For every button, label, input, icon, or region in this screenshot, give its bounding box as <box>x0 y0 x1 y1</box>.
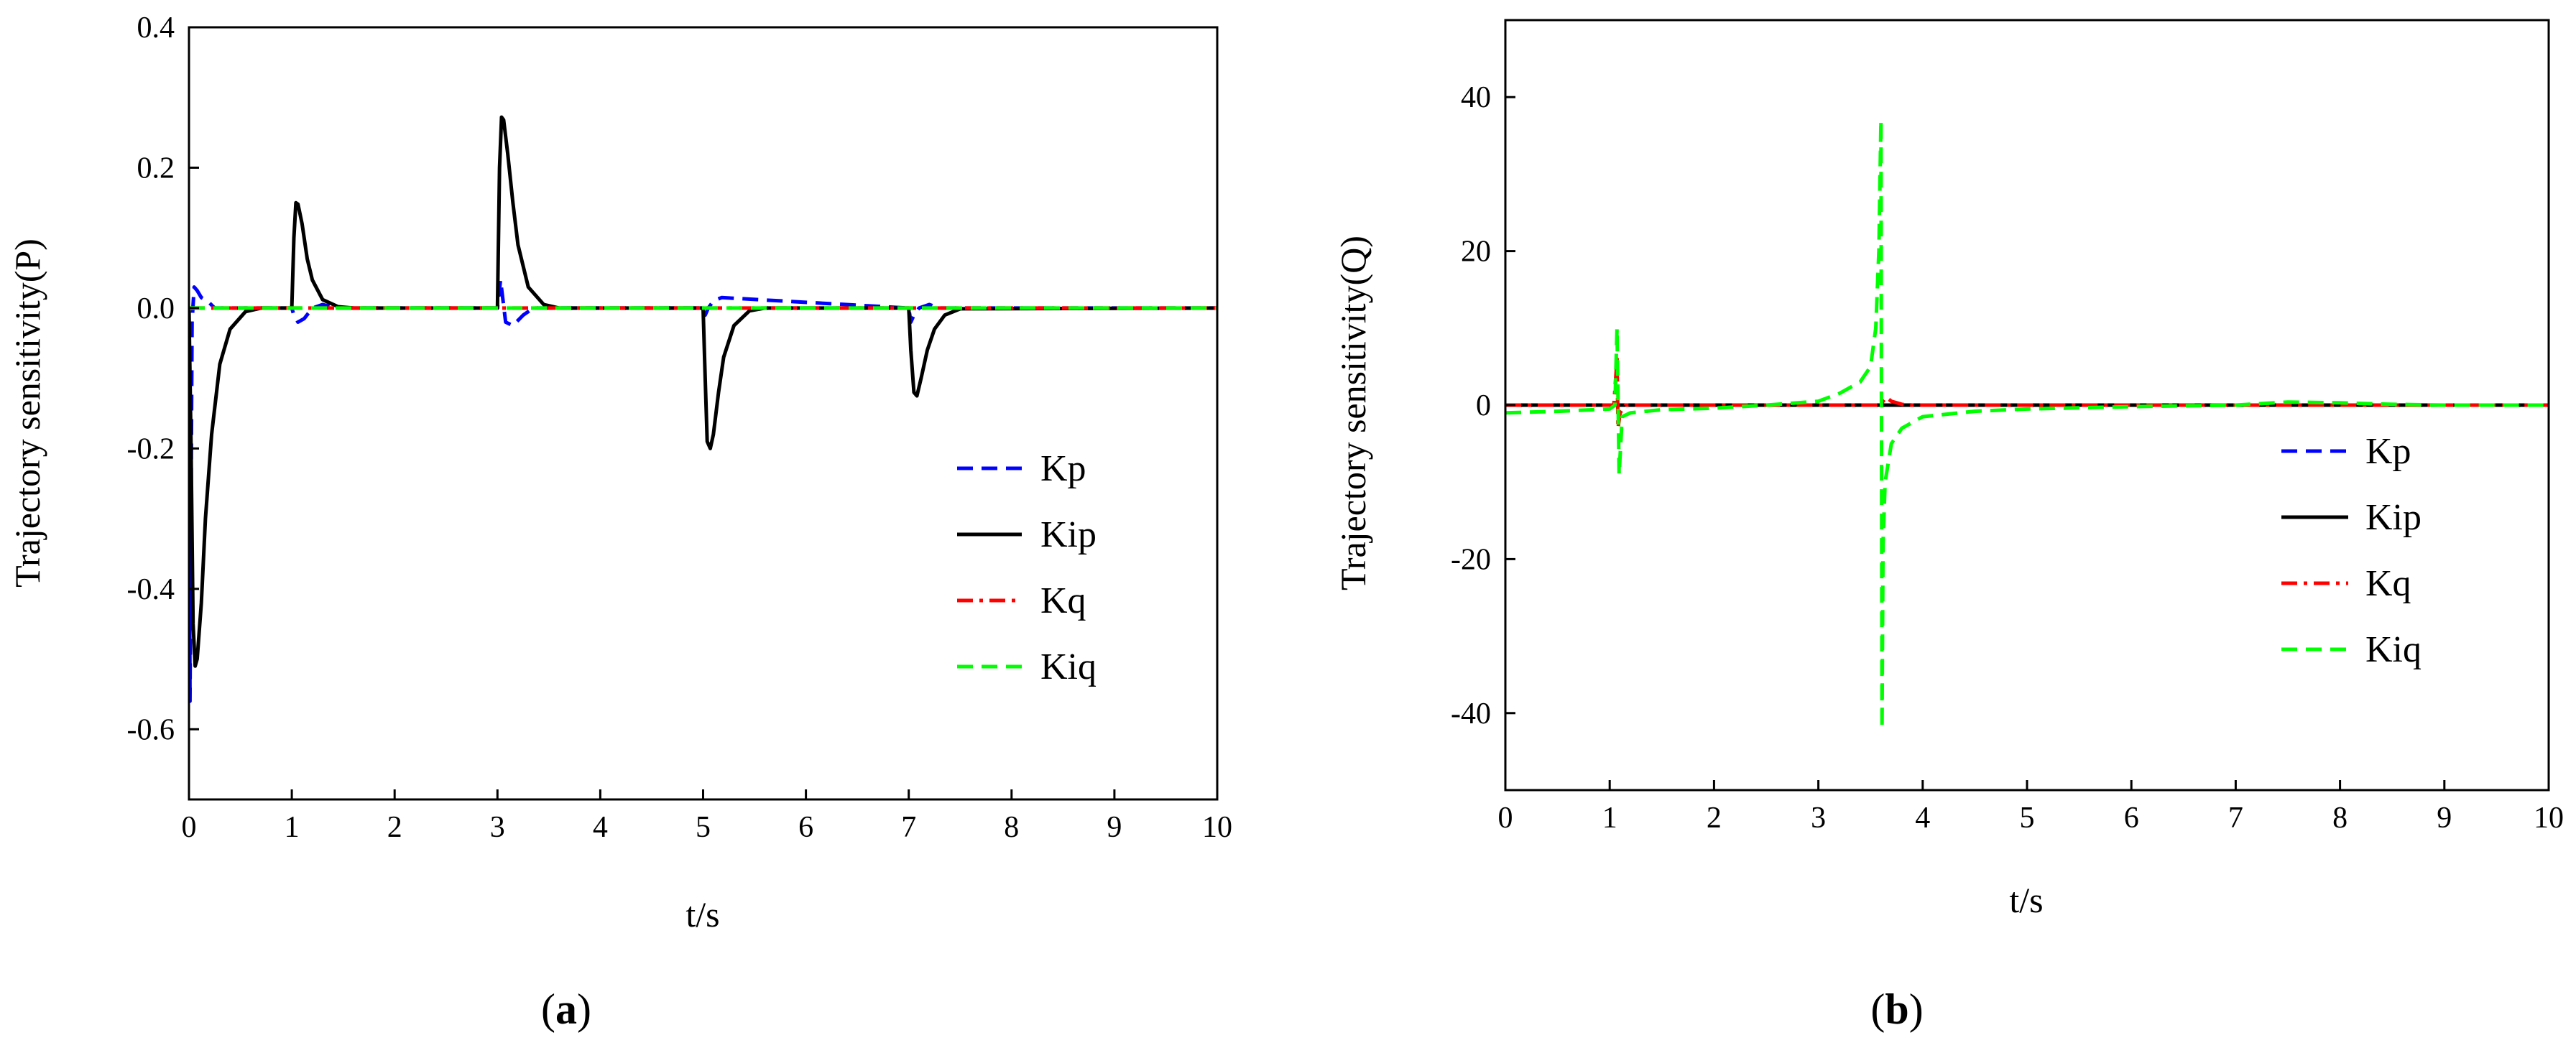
chart-a-x-tick-label: 5 <box>696 811 711 844</box>
chart-b-legend-label-kiq: Kiq <box>2365 629 2422 670</box>
chart-b-legend-label-kq: Kq <box>2365 563 2411 604</box>
chart-a-legend-label-kq: Kq <box>1040 580 1086 621</box>
chart-b-caption-letter: b <box>1885 985 1908 1033</box>
chart-a-x-tick-label: 9 <box>1107 811 1122 844</box>
chart-b-x-tick-label: 3 <box>1811 802 1826 835</box>
chart-a-x-tick-label: 1 <box>285 811 300 844</box>
chart-a-x-tick-label: 7 <box>901 811 916 844</box>
chart-a-legend-label-kip: Kip <box>1040 514 1097 555</box>
chart-b-caption-close: ) <box>1909 985 1924 1033</box>
chart-b-y-tick-label: 20 <box>1461 236 1491 269</box>
chart-b-legend-label-kp: Kp <box>2365 431 2411 472</box>
chart-a-caption: (a) <box>541 985 591 1033</box>
chart-b-series-line-kiq <box>1505 118 2549 730</box>
chart-a-x-tick-label: 2 <box>387 811 402 844</box>
chart-a-legend-label-kp: Kp <box>1040 448 1086 489</box>
chart-b-y-tick-label: -40 <box>1451 697 1491 730</box>
chart-a-x-tick-label: 0 <box>182 811 197 844</box>
chart-b-x-tick-label: 8 <box>2332 802 2348 835</box>
chart-b-x-tick-label: 2 <box>1707 802 1722 835</box>
chart-b-x-tick-label: 10 <box>2534 802 2564 835</box>
chart-b-x-axis-label: t/s <box>2009 880 2043 920</box>
chart-b-x-tick-label: 7 <box>2228 802 2243 835</box>
chart-a-legend: Kp Kip Kq Kiq <box>957 448 1097 687</box>
chart-a-caption-open: ( <box>541 985 555 1033</box>
chart-b-series-group <box>1505 118 2549 730</box>
chart-b-y-axis-label: Trajectory sensitivity(Q) <box>1333 236 1373 590</box>
chart-a-x-tick-label: 6 <box>798 811 813 844</box>
chart-b-legend-label-kip: Kip <box>2365 497 2422 538</box>
chart-b-legend: Kp Kip Kq Kiq <box>2281 431 2422 670</box>
chart-a-series-group <box>189 115 1217 703</box>
chart-b-x-tick-label: 6 <box>2124 802 2139 835</box>
chart-b-x-tick-label: 0 <box>1498 802 1513 835</box>
chart-b-y-tick-label: -20 <box>1451 543 1491 576</box>
chart-b-x-tick-label: 1 <box>1602 802 1617 835</box>
chart-panel-b: 0 1 2 3 4 5 6 7 8 9 10 -40 -20 0 20 40 t/s Trajectory sen… <box>1333 19 2564 1033</box>
chart-a-y-tick-label: 0.0 <box>137 292 175 325</box>
chart-a-y-tick-label: -0.4 <box>127 573 175 606</box>
chart-a-caption-letter: a <box>555 985 577 1033</box>
chart-b-caption-open: ( <box>1870 985 1885 1033</box>
chart-b-x-tick-label: 5 <box>2020 802 2035 835</box>
chart-b-series-line-kq <box>1505 357 2549 430</box>
chart-b-y-tick-label: 40 <box>1461 81 1491 114</box>
chart-a-x-tick-label: 3 <box>490 811 505 844</box>
chart-b-x-tick-label: 9 <box>2437 802 2452 835</box>
chart-a-y-tick-label: -0.6 <box>127 713 175 746</box>
chart-a-x-tick-label: 4 <box>593 811 608 844</box>
chart-panel-a: 0 1 2 3 4 5 6 7 8 9 10 -0.6 -0.4 -0.2 0.0 0.2 0.4 t/s Traj… <box>7 11 1232 1033</box>
chart-a-y-tick-label: 0.2 <box>137 152 175 185</box>
chart-a-x-tick-label: 8 <box>1004 811 1019 844</box>
chart-b-y-tick-label: 0 <box>1476 389 1491 422</box>
chart-a-y-axis-label: Trajectory sensitivity(P) <box>7 238 47 588</box>
chart-a-legend-label-kiq: Kiq <box>1040 646 1097 687</box>
chart-a-y-tick-label: -0.2 <box>127 432 175 465</box>
chart-a-caption-close: ) <box>577 985 591 1033</box>
chart-a-series-line-kip <box>189 115 1217 668</box>
chart-b-x-tick-label: 4 <box>1915 802 1930 835</box>
chart-a-y-tick-label: 0.4 <box>137 11 175 45</box>
chart-a-x-axis-label: t/s <box>685 894 719 934</box>
chart-a-x-tick-label: 10 <box>1202 811 1232 844</box>
chart-b-caption: (b) <box>1870 985 1923 1033</box>
